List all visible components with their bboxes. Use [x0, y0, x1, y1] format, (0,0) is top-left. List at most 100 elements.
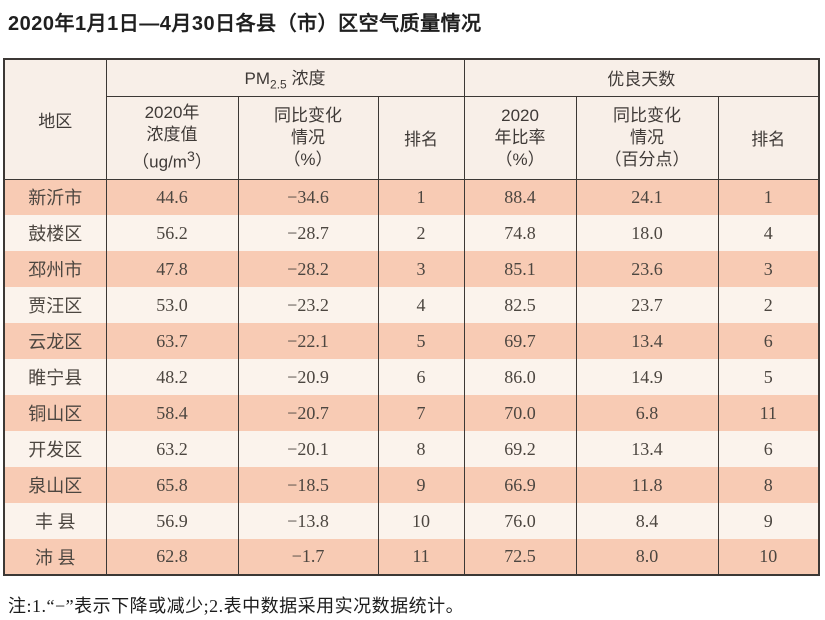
cell-region: 丰 县	[3, 503, 107, 539]
pm-label-subscript: 2.5	[270, 77, 287, 92]
cell-good-rank: 4	[717, 215, 820, 251]
table-row: 丰 县 56.9 −13.8 10 76.0 8.4 9	[3, 503, 820, 539]
header-group-pm25: PM2.5 浓度	[105, 59, 465, 97]
table-row: 新沂市 44.6 −34.6 1 88.4 24.1 1	[3, 179, 820, 215]
header-group-row: 地区 PM2.5 浓度 优良天数	[3, 59, 820, 180]
cell-good-change: 13.4	[575, 323, 719, 359]
cell-good-ratio: 85.1	[463, 251, 577, 287]
cell-good-ratio: 70.0	[463, 395, 577, 431]
cell-region: 新沂市	[3, 179, 107, 215]
cell-region: 邳州市	[3, 251, 107, 287]
cell-pm-value: 58.4	[105, 395, 239, 431]
cell-good-rank: 11	[717, 395, 820, 431]
table-row: 泉山区 65.8 −18.5 9 66.9 11.8 8	[3, 467, 820, 503]
cell-pm-rank: 5	[377, 323, 465, 359]
cell-good-change: 24.1	[575, 179, 719, 215]
cell-region: 沛 县	[3, 539, 107, 575]
cell-good-rank: 9	[717, 503, 820, 539]
cell-good-change: 18.0	[575, 215, 719, 251]
cell-pm-value: 65.8	[105, 467, 239, 503]
table-row: 云龙区 63.7 −22.1 5 69.7 13.4 6	[3, 323, 820, 359]
table-body: 新沂市 44.6 −34.6 1 88.4 24.1 1 鼓楼区 56.2 −2…	[3, 179, 820, 575]
header-cell-pm-value: 2020年 浓度值 （ug/m3）	[105, 96, 239, 180]
header-cell-pm-change: 同比变化 情况 （%）	[237, 96, 379, 180]
cell-good-rank: 2	[717, 287, 820, 323]
cell-pm-rank: 9	[377, 467, 465, 503]
cell-pm-change: −13.8	[237, 503, 379, 539]
cell-region: 铜山区	[3, 395, 107, 431]
cell-good-change: 23.6	[575, 251, 719, 287]
table-row: 铜山区 58.4 −20.7 7 70.0 6.8 11	[3, 395, 820, 431]
table-header: 地区 PM2.5 浓度 优良天数 2020年 浓度值 （ug/m3） 同比变化 …	[3, 59, 820, 180]
good-change-line3: （百分点）	[604, 149, 690, 169]
footnote: 注:1.“−”表示下降或减少;2.表中数据采用实况数据统计。	[8, 596, 465, 616]
cell-good-rank: 1	[717, 179, 820, 215]
cell-pm-change: −20.7	[237, 395, 379, 431]
pm-label-suffix: 浓度	[286, 69, 326, 89]
cell-pm-rank: 2	[377, 215, 465, 251]
good-change-line1: 同比变化	[613, 105, 682, 125]
pm-change-line3: （%）	[283, 149, 333, 169]
cell-good-change: 6.8	[575, 395, 719, 431]
cell-pm-change: −34.6	[237, 179, 379, 215]
cell-pm-rank: 7	[377, 395, 465, 431]
cell-good-ratio: 69.7	[463, 323, 577, 359]
good-ratio-line1: 2020	[501, 105, 539, 125]
cell-region: 贾汪区	[3, 287, 107, 323]
cell-pm-value: 63.2	[105, 431, 239, 467]
cell-good-rank: 8	[717, 467, 820, 503]
table-row: 沛 县 62.8 −1.7 11 72.5 8.0 10	[3, 539, 820, 575]
table-row: 开发区 63.2 −20.1 8 69.2 13.4 6	[3, 431, 820, 467]
cell-good-rank: 6	[717, 323, 820, 359]
cell-pm-rank: 6	[377, 359, 465, 395]
cell-pm-rank: 11	[377, 539, 465, 575]
cell-good-ratio: 76.0	[463, 503, 577, 539]
cell-pm-value: 56.9	[105, 503, 239, 539]
header-cell-good-rank: 排名	[717, 96, 820, 180]
cell-pm-value: 48.2	[105, 359, 239, 395]
header-group-good-days: 优良天数	[463, 59, 820, 97]
cell-pm-value: 63.7	[105, 323, 239, 359]
pm-label-prefix: PM	[244, 69, 271, 89]
cell-pm-rank: 3	[377, 251, 465, 287]
cell-pm-change: −23.2	[237, 287, 379, 323]
cell-pm-change: −20.9	[237, 359, 379, 395]
cell-good-change: 8.4	[575, 503, 719, 539]
cell-good-ratio: 66.9	[463, 467, 577, 503]
cell-good-ratio: 69.2	[463, 431, 577, 467]
table-row: 鼓楼区 56.2 −28.7 2 74.8 18.0 4	[3, 215, 820, 251]
pm-value-unit-suffix: ）	[194, 152, 212, 172]
cell-good-rank: 3	[717, 251, 820, 287]
cell-good-change: 8.0	[575, 539, 719, 575]
good-ratio-line2: 年比率	[494, 127, 546, 147]
header-cell-good-change: 同比变化 情况 （百分点）	[575, 96, 719, 180]
cell-region: 睢宁县	[3, 359, 107, 395]
table-row: 邳州市 47.8 −28.2 3 85.1 23.6 3	[3, 251, 820, 287]
good-ratio-line3: （%）	[495, 149, 545, 169]
header-sub-row: 2020年 浓度值 （ug/m3） 同比变化 情况 （%） 排名 2020 年比…	[4, 96, 820, 180]
cell-good-ratio: 72.5	[463, 539, 577, 575]
cell-good-rank: 6	[717, 431, 820, 467]
cell-good-ratio: 88.4	[463, 179, 577, 215]
cell-good-ratio: 74.8	[463, 215, 577, 251]
cell-good-ratio: 86.0	[463, 359, 577, 395]
header-cell-pm-rank: 排名	[377, 96, 465, 180]
cell-pm-rank: 10	[377, 503, 465, 539]
pm-change-line2: 情况	[291, 127, 325, 147]
pm-value-unit: （ug/m3）	[107, 146, 237, 174]
pm-value-unit-prefix: （ug/m	[132, 152, 187, 172]
cell-pm-rank: 8	[377, 431, 465, 467]
cell-pm-change: −1.7	[237, 539, 379, 575]
good-change-line2: 情况	[630, 127, 665, 147]
table-row: 睢宁县 48.2 −20.9 6 86.0 14.9 5	[3, 359, 820, 395]
cell-region: 云龙区	[3, 323, 107, 359]
cell-good-change: 13.4	[575, 431, 719, 467]
cell-region: 开发区	[3, 431, 107, 467]
cell-pm-value: 53.0	[105, 287, 239, 323]
cell-good-change: 14.9	[575, 359, 719, 395]
cell-pm-value: 44.6	[105, 179, 239, 215]
cell-good-rank: 10	[717, 539, 820, 575]
cell-pm-value: 47.8	[105, 251, 239, 287]
air-quality-table: 地区 PM2.5 浓度 优良天数 2020年 浓度值 （ug/m3） 同比变化 …	[3, 58, 821, 576]
cell-pm-change: −28.2	[237, 251, 379, 287]
